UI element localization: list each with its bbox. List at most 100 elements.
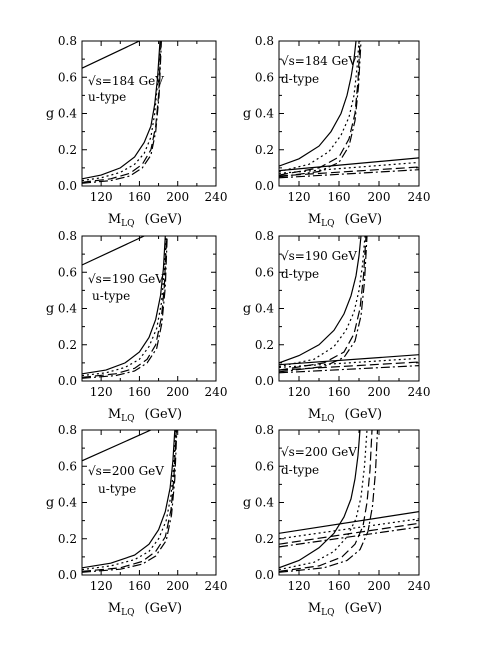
series-line-solid [279, 511, 419, 534]
chart-panel-middle-left: 0.0 0.2 0.4 0.6 0.8 120 160 200 240 MLQ (GeV) g √s=1… [46, 229, 228, 424]
x-tick-label: 160 [128, 579, 151, 593]
y-tick-label: 0.6 [58, 459, 77, 473]
series-line-dashdot [279, 430, 379, 573]
x-tick-label: 160 [328, 579, 351, 593]
y-tick-label: 0.0 [255, 568, 274, 582]
series-line-dashed [279, 361, 419, 371]
series-line-dashed [82, 236, 168, 378]
series-line-solid [82, 41, 161, 180]
y-axis-label: g [46, 496, 54, 511]
energy-annotation: √s=190 GeV [88, 272, 164, 286]
y-tick-label: 0.0 [58, 374, 77, 388]
type-annotation: d-type [281, 463, 319, 477]
x-tick-label: 120 [288, 385, 311, 399]
y-tick-label: 0.4 [255, 107, 274, 121]
series-line-solid [82, 236, 166, 375]
series-line-solid [82, 41, 140, 69]
x-tick-label: 240 [205, 190, 228, 204]
series-line-solid [279, 354, 419, 366]
y-tick-label: 0.8 [255, 423, 274, 437]
energy-annotation: √s=184 GeV [281, 54, 357, 68]
y-tick-label: 0.8 [58, 34, 77, 48]
y-tick-label: 0.4 [255, 496, 274, 510]
series-line-dashdot [82, 41, 162, 184]
x-tick-label: 240 [205, 385, 228, 399]
series-line-dashed [279, 236, 367, 371]
x-axis-label: MLQ (GeV) [308, 407, 382, 424]
y-axis-label: g [243, 302, 251, 317]
y-tick-label: 0.4 [58, 107, 77, 121]
y-axis-label: g [243, 107, 251, 122]
series-line-dashdot [279, 41, 362, 178]
x-tick-label: 200 [368, 385, 391, 399]
x-axis-label: MLQ (GeV) [308, 212, 382, 229]
y-axis-label: g [46, 107, 54, 122]
series-line-dashed [279, 41, 361, 176]
energy-annotation: √s=190 GeV [281, 249, 357, 263]
series-line-dotted [279, 357, 419, 368]
series-line-dashdot [279, 365, 419, 374]
series-line-dashed [82, 41, 162, 183]
energy-annotation: √s=200 GeV [281, 445, 357, 459]
series-line-dotted [279, 430, 368, 571]
y-tick-label: 0.2 [58, 143, 77, 157]
plot-frame [81, 40, 217, 187]
y-axis-label: g [46, 302, 54, 317]
x-tick-label: 240 [408, 385, 431, 399]
x-tick-label: 160 [328, 190, 351, 204]
series-line-solid [82, 430, 152, 462]
y-axis-label: g [243, 496, 251, 511]
x-tick-label: 160 [128, 385, 151, 399]
series-line-solid [279, 236, 362, 364]
y-tick-label: 0.6 [255, 265, 274, 279]
y-tick-label: 0.0 [58, 179, 77, 193]
series-line-dashdot [82, 430, 178, 573]
y-tick-label: 0.4 [58, 496, 77, 510]
y-tick-label: 0.6 [255, 459, 274, 473]
y-tick-label: 0.6 [58, 265, 77, 279]
series-line-solid [279, 430, 361, 569]
x-tick-label: 240 [408, 579, 431, 593]
series-line-dotted [82, 236, 167, 377]
x-tick-label: 160 [128, 190, 151, 204]
series-line-solid [82, 236, 145, 266]
y-tick-label: 0.0 [255, 179, 274, 193]
x-tick-label: 120 [90, 385, 113, 399]
chart-panel-middle-right: 0.0 0.2 0.4 0.6 0.8 120 160 200 240 MLQ (GeV) g √s=1… [243, 229, 431, 424]
x-axis-label: MLQ (GeV) [108, 212, 182, 229]
type-annotation: d-type [281, 72, 319, 86]
series-line-dotted [82, 430, 177, 571]
chart-panel-top-right: 0.0 0.2 0.4 0.6 0.8 120 160 200 240 MLQ (GeV) g √s=1… [243, 34, 431, 229]
type-annotation: d-type [281, 267, 319, 281]
series-line-dashdot [279, 236, 368, 373]
x-tick-label: 200 [368, 190, 391, 204]
series-line-dashdot [279, 169, 419, 179]
x-tick-label: 120 [288, 190, 311, 204]
x-tick-label: 120 [288, 579, 311, 593]
type-annotation: u-type [98, 482, 136, 496]
series-line-solid [279, 41, 357, 167]
series-line-dotted [82, 41, 162, 182]
y-tick-label: 0.4 [255, 302, 274, 316]
y-tick-label: 0.0 [58, 568, 77, 582]
y-tick-label: 0.8 [58, 423, 77, 437]
y-tick-label: 0.8 [255, 229, 274, 243]
series-line-solid [279, 157, 419, 172]
y-tick-label: 0.6 [255, 70, 274, 84]
type-annotation: u-type [92, 289, 130, 303]
series-line-dashed [279, 166, 419, 177]
x-tick-label: 200 [166, 385, 189, 399]
y-tick-label: 0.2 [255, 338, 274, 352]
series-line-dashdot [279, 526, 419, 548]
chart-panel-bottom-right: 0.0 0.2 0.4 0.6 0.8 120 160 200 240 MLQ (GeV) g √s=2… [243, 423, 431, 618]
x-tick-label: 240 [408, 190, 431, 204]
y-tick-label: 0.6 [58, 70, 77, 84]
x-axis-label: MLQ (GeV) [108, 601, 182, 618]
series-line-dashed [279, 522, 419, 545]
y-tick-label: 0.0 [255, 374, 274, 388]
y-tick-label: 0.8 [255, 34, 274, 48]
type-annotation: u-type [88, 90, 126, 104]
x-tick-label: 120 [90, 579, 113, 593]
series-line-dotted [279, 518, 419, 540]
energy-annotation: √s=200 GeV [88, 464, 164, 478]
